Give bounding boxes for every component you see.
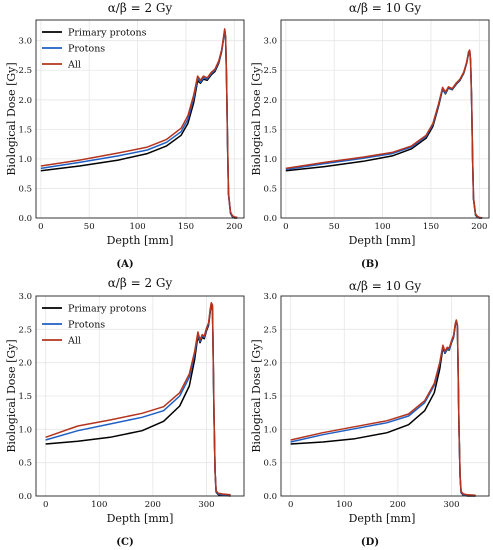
y-tick-label: 3.0 <box>263 292 277 302</box>
data-lines <box>45 301 231 497</box>
y-tick-label: 0.0 <box>263 492 277 502</box>
y-tick-label: 0.5 <box>263 184 277 194</box>
y-tick-label: 0.0 <box>263 214 277 224</box>
x-axis-label: Depth [mm] <box>107 512 174 525</box>
series-line-all <box>45 301 231 496</box>
y-tick-label: 2.0 <box>263 96 277 106</box>
y-tick-label: 1.0 <box>263 425 277 435</box>
data-lines <box>40 28 238 219</box>
y-tick-label: 0.5 <box>263 459 277 469</box>
y-tick-label: 0.0 <box>18 492 32 502</box>
plot-frame <box>280 19 490 219</box>
ticks: 0 50 100 150 200 0.0 0.5 1.0 1.5 2.0 2.5 3.0 <box>263 37 487 232</box>
panel-title: α/β = 10 Gy <box>349 279 421 293</box>
y-axis-label: Biological Dose [Gy] <box>5 62 18 175</box>
ticks: 0 100 200 300 0.0 0.5 1.0 1.5 2.0 2.5 3.0 <box>263 292 459 510</box>
x-tick-label: 0 <box>43 500 48 510</box>
y-tick-label: 2.0 <box>263 359 277 369</box>
series-line-protons <box>285 49 483 219</box>
y-tick-label: 3.0 <box>18 292 32 302</box>
series-line-protons <box>45 302 231 497</box>
panel-letter: (A) <box>116 259 133 270</box>
legend-label: All <box>67 60 81 71</box>
y-tick-label: 1.0 <box>263 155 277 165</box>
x-tick-label: 100 <box>336 500 352 510</box>
x-tick-label: 300 <box>198 500 214 510</box>
panel-title: α/β = 2 Gy <box>108 1 173 15</box>
y-tick-label: 2.0 <box>18 359 32 369</box>
plot-frame <box>35 19 245 219</box>
series-line-all <box>40 28 238 219</box>
y-tick-label: 3.0 <box>18 37 32 47</box>
legend-label: Protons <box>68 320 105 331</box>
data-lines <box>290 319 476 497</box>
x-axis-label: Depth [mm] <box>349 512 416 525</box>
y-axis-label: Biological Dose [Gy] <box>250 339 263 452</box>
y-axis-label: Biological Dose [Gy] <box>250 62 263 175</box>
panel-a: α/β = 2 Gy Biological Dose [Gy] Depth [m… <box>5 1 245 270</box>
x-tick-label: 200 <box>471 222 487 232</box>
series-line-all <box>290 319 476 497</box>
y-tick-label: 1.0 <box>18 425 32 435</box>
y-axis-label: Biological Dose [Gy] <box>5 339 18 452</box>
y-tick-label: 0.0 <box>18 214 32 224</box>
ticks: 0 50 100 150 200 0.0 0.5 1.0 1.5 2.0 2.5 3.0 <box>18 37 242 232</box>
x-tick-label: 50 <box>84 222 95 232</box>
y-tick-label: 1.5 <box>18 125 32 135</box>
plot-frame <box>280 295 490 497</box>
x-axis-label: Depth [mm] <box>349 234 416 247</box>
y-tick-label: 1.5 <box>263 125 277 135</box>
y-tick-label: 2.5 <box>18 66 32 76</box>
panel-title: α/β = 2 Gy <box>108 276 173 290</box>
x-tick-label: 100 <box>91 500 107 510</box>
panel-letter: (B) <box>361 259 379 270</box>
x-tick-label: 0 <box>38 222 43 232</box>
y-tick-label: 2.5 <box>18 325 32 335</box>
x-tick-label: 300 <box>443 500 459 510</box>
series-line-primary-protons <box>45 303 231 497</box>
legend-label: Primary protons <box>68 304 147 315</box>
y-tick-label: 1.5 <box>263 392 277 402</box>
y-tick-label: 3.0 <box>263 37 277 47</box>
y-tick-label: 2.0 <box>18 96 32 106</box>
ticks: 0 100 200 300 0.0 0.5 1.0 1.5 2.0 2.5 3.0 <box>18 292 214 510</box>
series-line-all <box>285 49 483 219</box>
panel-title: α/β = 10 Gy <box>349 1 421 15</box>
x-tick-label: 100 <box>129 222 145 232</box>
x-tick-label: 200 <box>145 500 161 510</box>
plot-frame <box>35 295 245 497</box>
legend: Primary protons Protons All <box>42 304 147 347</box>
panel-letter: (D) <box>361 537 379 548</box>
x-tick-label: 0 <box>288 500 293 510</box>
panel-letter: (C) <box>116 537 133 548</box>
x-tick-label: 50 <box>329 222 340 232</box>
y-tick-label: 1.5 <box>18 392 32 402</box>
y-tick-label: 2.5 <box>263 66 277 76</box>
x-tick-label: 100 <box>374 222 390 232</box>
panel-d: α/β = 10 Gy Biological Dose [Gy] Depth [… <box>250 279 490 548</box>
y-tick-label: 0.5 <box>18 184 32 194</box>
legend-label: Primary protons <box>68 28 147 39</box>
x-tick-label: 150 <box>178 222 194 232</box>
x-tick-label: 150 <box>423 222 439 232</box>
x-tick-label: 200 <box>226 222 242 232</box>
legend-label: All <box>67 336 81 347</box>
grid <box>281 20 489 219</box>
legend: Primary protons Protons All <box>42 28 147 71</box>
legend-label: Protons <box>68 44 105 55</box>
y-tick-label: 2.5 <box>263 325 277 335</box>
x-axis-label: Depth [mm] <box>107 234 174 247</box>
y-tick-label: 1.0 <box>18 155 32 165</box>
y-tick-label: 0.5 <box>18 459 32 469</box>
series-line-primary-protons <box>285 50 483 219</box>
series-line-protons <box>40 29 238 219</box>
data-lines <box>285 49 483 219</box>
x-tick-label: 200 <box>390 500 406 510</box>
panel-c: α/β = 2 Gy Biological Dose [Gy] Depth [m… <box>5 276 245 548</box>
x-tick-label: 0 <box>283 222 288 232</box>
panel-b: α/β = 10 Gy Biological Dose [Gy] Depth [… <box>250 1 490 270</box>
